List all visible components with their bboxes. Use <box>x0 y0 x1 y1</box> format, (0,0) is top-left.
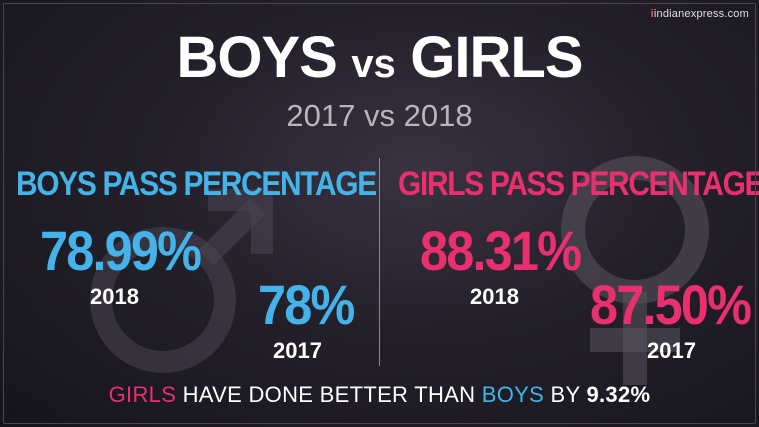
footer-statement: GIRLS HAVE DONE BETTER THAN BOYS BY 9.32… <box>0 382 759 408</box>
title-girls: GIRLS <box>410 25 583 90</box>
boys-2018-year: 2018 <box>90 284 139 309</box>
male-symbol-icon <box>90 189 273 373</box>
brand-logo: iindianexpress.com <box>651 8 749 20</box>
girls-2018-value: 88.31% <box>420 219 582 282</box>
boys-heading: BOYS PASS PERCENTAGE <box>16 165 377 203</box>
footer-girls: GIRLS <box>108 382 177 407</box>
girls-2018-year: 2018 <box>470 284 519 309</box>
brand-text: indianexpress.com <box>653 8 749 20</box>
footer-by: BY <box>544 382 587 407</box>
page-subtitle: 2017 vs 2018 <box>286 98 473 133</box>
female-symbol-icon <box>561 156 709 385</box>
footer-value: 9.32% <box>586 382 651 407</box>
brand-mark: i <box>650 8 654 20</box>
title-boys: BOYS <box>176 25 337 90</box>
girls-2017-year: 2017 <box>647 338 696 363</box>
boys-2017-year: 2017 <box>273 338 322 363</box>
boys-2018-value: 78.99% <box>40 219 202 282</box>
girls-2017-value: 87.50% <box>590 273 752 336</box>
divider <box>379 158 380 366</box>
title-vs: vs <box>351 42 396 86</box>
page-title: BOYS vs GIRLS <box>0 24 759 91</box>
boys-2017-value: 78% <box>258 273 355 336</box>
footer-boys: BOYS <box>481 382 545 407</box>
footer-middle: HAVE DONE BETTER THAN <box>176 382 482 407</box>
girls-heading: GIRLS PASS PERCENTAGE <box>398 165 759 203</box>
